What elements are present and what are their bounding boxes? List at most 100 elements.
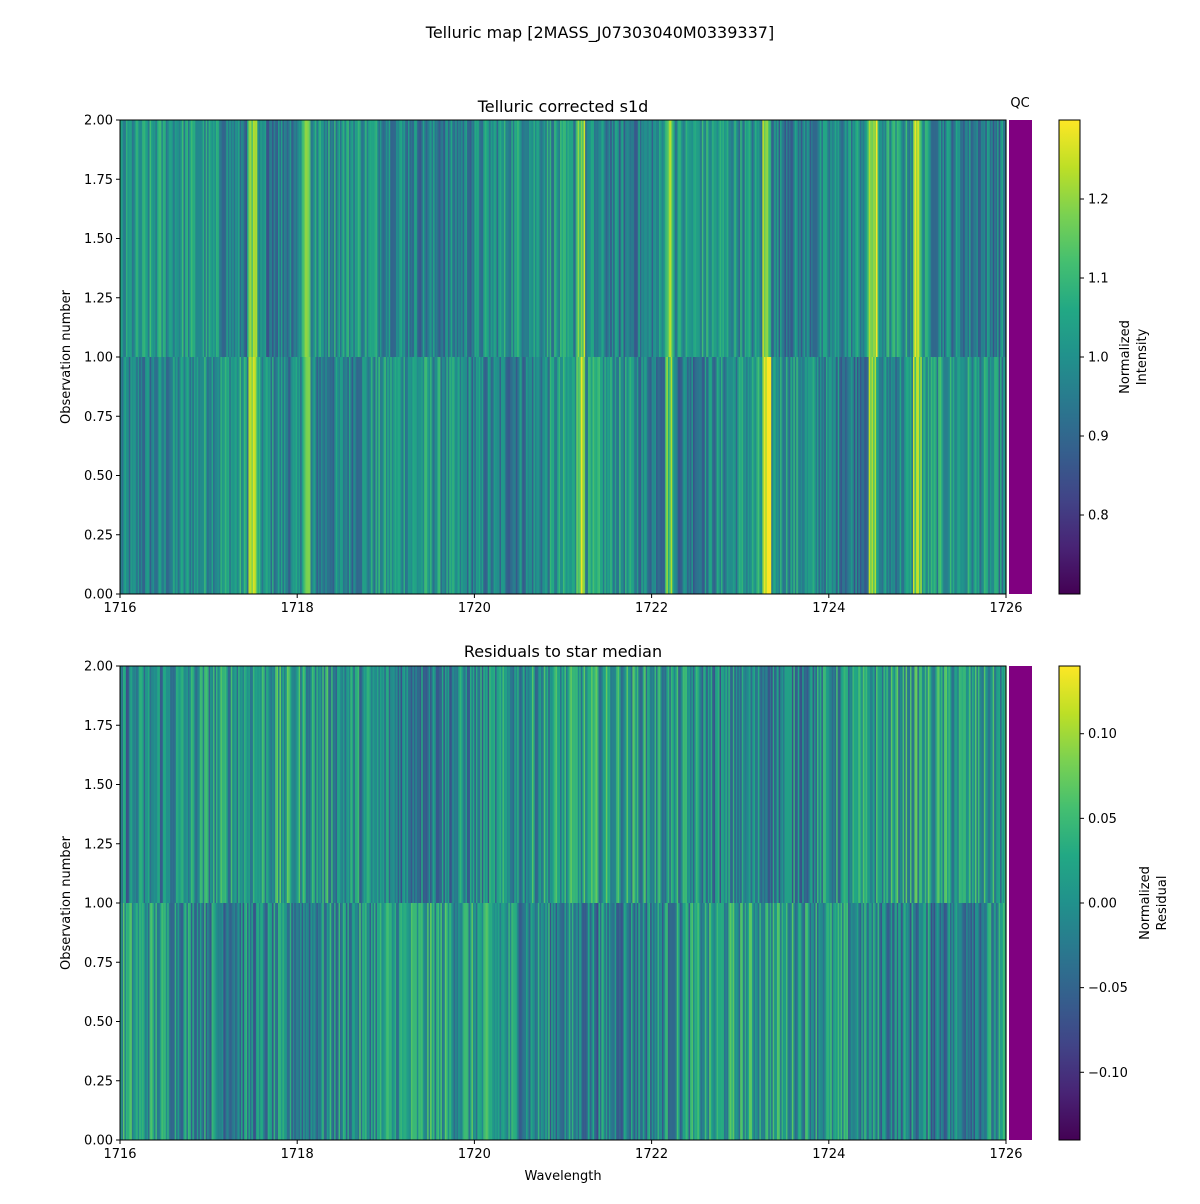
heatmap-cell (558, 120, 561, 357)
heatmap-cell (289, 666, 292, 903)
heatmap-cell (887, 120, 890, 357)
heatmap-cell (585, 666, 588, 903)
heatmap-cell (196, 903, 199, 1140)
heatmap-cell (340, 666, 343, 903)
heatmap-cell (924, 666, 927, 903)
heatmap-cell (153, 120, 157, 357)
heatmap-cell (394, 120, 397, 357)
heatmap-cell (592, 666, 595, 903)
heatmap-cell (563, 903, 566, 1140)
heatmap-cell (663, 666, 666, 903)
heatmap-cell (127, 357, 130, 594)
heatmap-cell (557, 357, 560, 594)
heatmap-cell (970, 903, 973, 1140)
heatmap-cell (560, 903, 563, 1140)
heatmap-cell (974, 120, 978, 357)
heatmap-cell (859, 903, 862, 1140)
heatmap-cell (322, 357, 325, 594)
heatmap-cell (230, 357, 233, 594)
heatmap-cell (131, 357, 134, 594)
heatmap-cell (405, 903, 408, 1140)
heatmap-cell (385, 666, 388, 903)
heatmap-cell (437, 666, 440, 903)
heatmap-cell (610, 666, 613, 903)
heatmap-cell (982, 666, 985, 903)
heatmap-cell (848, 120, 851, 357)
heatmap-cell (744, 666, 747, 903)
heatmap-cell (199, 120, 202, 357)
heatmap-cell (886, 120, 889, 357)
heatmap-cell (529, 903, 532, 1140)
heatmap-cell (345, 120, 349, 357)
heatmap-cell (444, 903, 447, 1140)
heatmap-cell (530, 357, 533, 594)
heatmap-cell (992, 120, 995, 357)
heatmap-cell (221, 666, 224, 903)
heatmap-cell (393, 357, 396, 594)
heatmap-cell (728, 357, 731, 594)
heatmap-cell (809, 666, 812, 903)
heatmap-cell (388, 120, 391, 357)
heatmap-cell (904, 903, 907, 1140)
heatmap-cell (279, 903, 282, 1140)
heatmap-cell (280, 666, 284, 903)
heatmap-cell (264, 903, 267, 1140)
heatmap-cell (149, 903, 152, 1140)
heatmap-cell (161, 357, 164, 594)
heatmap-cell (499, 903, 502, 1140)
heatmap-cell (849, 903, 852, 1140)
heatmap-cell (164, 666, 167, 903)
heatmap-cell (910, 357, 913, 594)
heatmap-cell (682, 357, 685, 594)
heatmap-cell (263, 903, 266, 1140)
heatmap-cell (700, 357, 703, 594)
heatmap-cell (797, 666, 800, 903)
heatmap-cell (879, 666, 882, 903)
heatmap-cell (356, 120, 359, 357)
heatmap-cell (641, 120, 644, 357)
heatmap-cell (413, 666, 416, 903)
heatmap-cell (796, 666, 799, 903)
panel1-qc-bar (1009, 120, 1032, 594)
panel1-heatmap (120, 120, 1007, 594)
heatmap-cell (579, 357, 582, 594)
heatmap-cell (870, 903, 873, 1140)
heatmap-cell (732, 357, 735, 594)
heatmap-cell (644, 120, 647, 357)
heatmap-cell (985, 903, 988, 1140)
heatmap-cell (989, 903, 992, 1140)
heatmap-cell (738, 666, 741, 903)
heatmap-cell (616, 357, 619, 594)
heatmap-cell (537, 666, 540, 903)
heatmap-cell (495, 666, 498, 903)
heatmap-cell (440, 357, 443, 594)
heatmap-cell (186, 120, 189, 357)
heatmap-cell (816, 666, 820, 903)
panel2-colorbar-ticks: 0.100.050.00−0.05−0.10 (1080, 727, 1128, 1081)
heatmap-cell (675, 903, 678, 1140)
heatmap-cell (211, 120, 214, 357)
heatmap-cell (387, 357, 390, 594)
heatmap-cell (471, 357, 474, 594)
heatmap-cell (505, 120, 508, 357)
heatmap-cell (198, 120, 201, 357)
heatmap-cell (963, 903, 966, 1140)
heatmap-cell (229, 120, 232, 357)
heatmap-cell (124, 357, 127, 594)
heatmap-cell (893, 903, 896, 1140)
heatmap-cell (205, 666, 208, 903)
heatmap-cell (678, 120, 681, 357)
heatmap-cell (604, 357, 607, 594)
heatmap-cell (452, 666, 455, 903)
heatmap-cell (286, 666, 289, 903)
heatmap-cell (684, 120, 687, 357)
heatmap-cell (520, 357, 523, 594)
heatmap-cell (799, 903, 802, 1140)
heatmap-cell (846, 357, 849, 594)
heatmap-cell (853, 666, 856, 903)
heatmap-cell (830, 120, 833, 357)
heatmap-cell (622, 666, 625, 903)
heatmap-cell (283, 903, 286, 1140)
heatmap-cell (604, 120, 607, 357)
heatmap-cell (235, 357, 238, 594)
